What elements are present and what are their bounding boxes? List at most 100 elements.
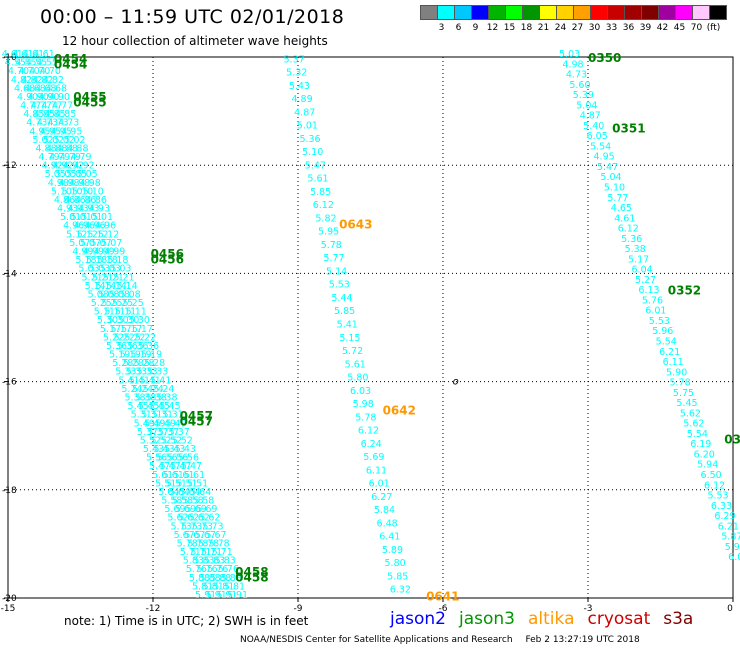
wave-height-label: 6.50 — [701, 470, 722, 481]
lon-tick-label: -3 — [584, 604, 593, 614]
wave-height-label: 5.96 — [652, 326, 673, 337]
wave-height-label: 5.56 — [178, 453, 199, 464]
wave-height-label: 5.01 — [71, 212, 92, 223]
wave-height-label: 4.95 — [61, 126, 82, 137]
wave-height-label: 5.18 — [97, 255, 118, 266]
wave-height-label: 4.90 — [17, 92, 38, 103]
wave-height-label: 5.90 — [666, 367, 687, 378]
wave-height-label: 5.45 — [138, 401, 159, 412]
wave-height-label: 5.53 — [707, 491, 728, 502]
wave-height-label: 5.54 — [687, 429, 708, 440]
wave-height-label: 5.64 — [179, 487, 200, 498]
wave-height-label: 5.84 — [374, 505, 395, 516]
wave-height-label: 5.37 — [158, 427, 179, 438]
wave-height-label: 5.08 — [120, 289, 141, 300]
wave-height-label: 5.89 — [382, 545, 403, 556]
wave-height-label: 5.36 — [138, 341, 159, 352]
wave-height-label: 4.87 — [294, 107, 315, 118]
wave-height-label: 5.47 — [305, 160, 326, 171]
legend-swatches — [420, 5, 727, 20]
legend-label: 30 — [588, 23, 601, 33]
wave-height-label: 5.73 — [192, 521, 213, 532]
pass-time-label: 0454 — [54, 52, 87, 66]
wave-height-label: 5.07 — [101, 238, 122, 249]
wave-height-label: 5.71 — [201, 547, 222, 558]
wave-height-label: 4.82 — [22, 75, 43, 86]
wave-height-label: 5.81 — [192, 581, 213, 592]
wave-height-label: 4.73 — [58, 118, 79, 129]
wave-height-label: 5.51 — [187, 478, 208, 489]
wave-height-label: 4.96 — [95, 221, 116, 232]
lat-tick-label: -14 — [2, 269, 17, 279]
wave-height-label: 5.53 — [329, 280, 350, 291]
wave-height-label: 5.67 — [184, 530, 205, 541]
legend-labels: 3 6 9 12 15 18 21 24 27 30 33 36 39 42 45 70 (ft) — [420, 23, 726, 33]
wave-height-label: 5.71 — [180, 547, 201, 558]
wave-height-label: 5.05 — [77, 169, 98, 180]
wave-height-label: 5.62 — [189, 513, 210, 524]
wave-height-label: 5.04 — [576, 100, 597, 111]
wave-height-label: 5.28 — [123, 358, 144, 369]
wave-height-label: 4.92 — [74, 161, 95, 172]
footer-credit: NOAA/NESDIS Center for Satellite Applica… — [240, 635, 513, 645]
wave-height-label: 5.40 — [583, 121, 604, 132]
wave-height-label: 6.13 — [638, 285, 659, 296]
wave-height-label: 5.05 — [55, 169, 76, 180]
wave-height-label: 6.11 — [663, 357, 684, 368]
wave-height-label: 4.92 — [52, 161, 73, 172]
wave-height-label: 4.61 — [614, 213, 635, 224]
wave-height-label: 5.76 — [196, 564, 217, 575]
wave-height-label: 5.60 — [569, 80, 590, 91]
wave-height-label: 5.07 — [90, 238, 111, 249]
wave-height-label: 5.18 — [107, 255, 128, 266]
wave-height-label: 4.89 — [291, 94, 312, 105]
wave-height-label: 5.36 — [127, 341, 148, 352]
wave-height-label: 5.61 — [152, 470, 173, 481]
wave-height-label: 4.70 — [18, 66, 39, 77]
wave-height-label: 6.19 — [690, 439, 711, 450]
wave-height-label: 6.05 — [587, 131, 608, 142]
wave-height-label: 4.98 — [562, 59, 583, 70]
wave-height-label: 5.49 — [134, 418, 155, 429]
wave-height-label: 4.96 — [63, 221, 84, 232]
wave-height-label: 4.99 — [72, 247, 93, 258]
wave-height-label: 5.83 — [204, 556, 225, 567]
wave-height-label: 5.88 — [189, 573, 210, 584]
wave-height-label: 4.70 — [29, 66, 50, 77]
wave-height-label: 5.73 — [202, 521, 223, 532]
wave-height-label: 5.45 — [676, 398, 697, 409]
wave-height-label: 5.31 — [141, 410, 162, 421]
wave-height-label: 5.81 — [224, 581, 245, 592]
wave-height-label: 5.71 — [190, 547, 211, 558]
wave-height-label: 5.43 — [289, 81, 310, 92]
wave-height-label: 5.47 — [181, 461, 202, 472]
wave-height-label: 5.69 — [196, 504, 217, 515]
wave-height-label: 6.04 — [728, 552, 740, 563]
legend-label: 15 — [503, 23, 516, 33]
wave-height-label: 5.78 — [177, 538, 198, 549]
wave-height-label: 4.88 — [57, 143, 78, 154]
wave-height-label: 4.93 — [78, 204, 99, 215]
wave-height-label: 5.38 — [124, 392, 145, 403]
wave-height-label: 5.27 — [635, 275, 656, 286]
wave-height-label: 5.56 — [157, 453, 178, 464]
wave-height-label: 5.21 — [103, 272, 124, 283]
satellite-jason2: jason2 — [390, 609, 446, 629]
wave-height-label: 4.61 — [23, 49, 44, 60]
wave-height-label: 5.21 — [113, 272, 134, 283]
wave-height-label: 4.55 — [5, 58, 26, 69]
wave-height-label: 4.85 — [34, 109, 55, 120]
wave-height-label: 5.56 — [146, 453, 167, 464]
wave-height-label: 5.61 — [173, 470, 194, 481]
pass-time-label: 0457 — [180, 415, 213, 429]
wave-height-label: 5.17 — [132, 324, 153, 335]
wave-height-label: 4.99 — [94, 247, 115, 258]
wave-height-label: 4.65 — [611, 203, 632, 214]
wave-height-label: 5.12 — [66, 229, 87, 240]
wave-height-label: 5.78 — [198, 538, 219, 549]
wave-height-label: 4.70 — [40, 66, 61, 77]
wave-height-label: 5.07 — [69, 238, 90, 249]
footer: NOAA/NESDIS Center for Satellite Applica… — [240, 635, 640, 645]
wave-height-label: 5.28 — [133, 358, 154, 369]
